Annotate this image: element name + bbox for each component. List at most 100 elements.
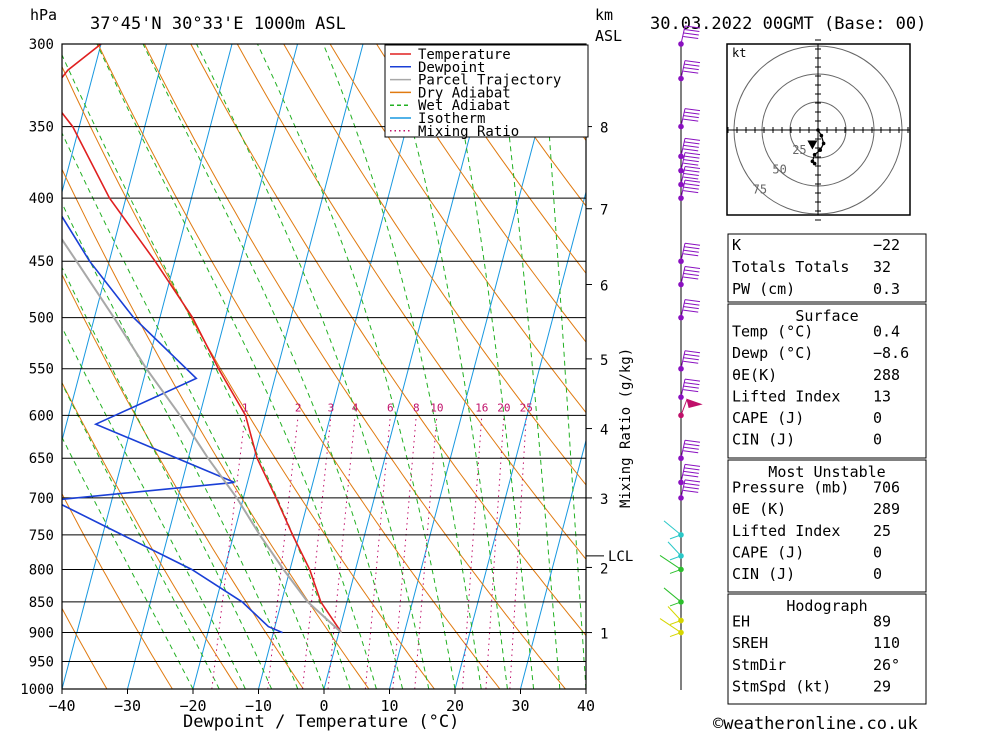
wet-adiabat-line bbox=[62, 266, 273, 689]
temperature-tick-label: 20 bbox=[446, 697, 464, 715]
stats-value: 110 bbox=[873, 634, 900, 652]
wind-barb bbox=[663, 520, 682, 540]
pressure-tick-label: 550 bbox=[29, 362, 54, 378]
wind-barb bbox=[667, 541, 682, 561]
stats-value: 26° bbox=[873, 656, 900, 674]
pressure-tick-label: 350 bbox=[29, 120, 54, 136]
mixing-ratio-tick-label: 10 bbox=[430, 401, 443, 414]
mixing-ratio-line bbox=[301, 415, 332, 689]
wet-adiabat-line bbox=[62, 382, 220, 689]
dewpoint-line bbox=[62, 215, 283, 634]
wind-dot bbox=[678, 455, 684, 462]
axes: 3003504004505005506006507007508008509009… bbox=[20, 37, 595, 715]
mixing-ratio-tick-label: 16 bbox=[475, 401, 488, 414]
stats-value: −8.6 bbox=[873, 344, 909, 362]
wind-barb bbox=[680, 242, 701, 262]
wind-dot bbox=[678, 495, 684, 501]
hodograph-ring-label: 75 bbox=[753, 182, 767, 196]
wind-barb bbox=[667, 606, 682, 625]
km-tick-label: 6 bbox=[600, 279, 608, 295]
mixing-ratio-axis-label: Mixing Ratio (g/kg) bbox=[618, 348, 634, 508]
stats-value: 0.4 bbox=[873, 323, 900, 341]
profile-series bbox=[62, 44, 343, 634]
wind-barb bbox=[680, 166, 701, 185]
wind-barb bbox=[680, 299, 701, 318]
wind-barb bbox=[680, 266, 701, 285]
mixing-ratio-line bbox=[267, 415, 299, 689]
pressure-tick-label: 700 bbox=[29, 491, 54, 507]
mixing-ratio-tick-label: 2 bbox=[295, 401, 302, 414]
mixing-ratio-lines bbox=[211, 415, 527, 689]
stats-label: θE (K) bbox=[732, 500, 786, 518]
hodograph-point bbox=[821, 141, 826, 146]
wind-barb bbox=[680, 350, 701, 369]
stats-section-title: Most Unstable bbox=[768, 463, 885, 481]
stats-value: 13 bbox=[873, 387, 891, 405]
stats-value: 0 bbox=[873, 565, 882, 583]
legend-item-label: Dewpoint bbox=[418, 60, 485, 76]
mixing-ratio-line bbox=[211, 415, 246, 689]
stats-section-title: Hodograph bbox=[786, 597, 867, 615]
wind-dot bbox=[678, 365, 684, 372]
legend-item-label: Temperature bbox=[418, 47, 511, 63]
isotherm-line bbox=[62, 44, 102, 194]
hodograph: kt 25 50 75 bbox=[726, 39, 911, 221]
pressure-tick-label: 450 bbox=[29, 254, 54, 270]
stats-value: −22 bbox=[873, 236, 900, 254]
stats-label: Lifted Index bbox=[732, 522, 840, 540]
wind-barb bbox=[680, 179, 701, 199]
wind-barb bbox=[680, 463, 701, 483]
stats-label: SREH bbox=[732, 634, 768, 652]
temperature-tick-label: −40 bbox=[48, 697, 75, 715]
stats-box bbox=[727, 593, 927, 705]
hodograph-point bbox=[812, 161, 817, 166]
dry-adiabat-line bbox=[422, 44, 586, 275]
legend-item-label: Isotherm bbox=[418, 111, 485, 127]
wet-adiabat-line bbox=[62, 436, 194, 689]
pressure-tick-label: 650 bbox=[29, 451, 54, 467]
isotherm-line bbox=[258, 44, 430, 689]
temperature-tick-label: −10 bbox=[245, 697, 272, 715]
legend-item-label: Dry Adiabat bbox=[418, 85, 511, 101]
pressure-tick-label: 950 bbox=[29, 655, 54, 671]
wet-adiabat-line bbox=[497, 44, 561, 689]
stats-value: 289 bbox=[873, 500, 900, 518]
plot-area bbox=[62, 44, 586, 689]
wet-adiabat-line bbox=[62, 53, 351, 689]
hodograph-unit: kt bbox=[732, 46, 746, 60]
stats-label: CAPE (J) bbox=[732, 409, 804, 427]
wind-dot bbox=[678, 258, 684, 265]
pressure-tick-label: 750 bbox=[29, 528, 54, 544]
hodograph-point bbox=[816, 128, 820, 132]
pressure-tick-label: 600 bbox=[29, 408, 54, 424]
pressure-tick-label: 1000 bbox=[20, 682, 54, 698]
pressure-tick-label: 400 bbox=[29, 191, 54, 207]
wet-adiabat-line bbox=[62, 326, 246, 689]
hpa-unit-label: hPa bbox=[30, 6, 57, 24]
stats-value: 89 bbox=[873, 613, 891, 631]
km-tick-label: 5 bbox=[600, 353, 608, 369]
wind-barb bbox=[663, 587, 682, 607]
pressure-tick-label: 850 bbox=[29, 595, 54, 611]
stats-label: Dewp (°C) bbox=[732, 344, 813, 362]
mixing-ratio-labels: 1 2 3 4 6 8 10 16 20 25 bbox=[242, 401, 533, 414]
stats-label: StmSpd (kt) bbox=[732, 677, 831, 695]
wet-adiabat-line bbox=[446, 44, 535, 689]
hodograph-point bbox=[819, 133, 824, 138]
mixing-ratio-tick-label: 4 bbox=[352, 401, 359, 414]
storm-motion-marker bbox=[807, 140, 818, 150]
temperature-tick-label: −30 bbox=[114, 697, 141, 715]
km-tick-label: 3 bbox=[600, 492, 608, 508]
wind-barb bbox=[659, 555, 682, 574]
temperature-tick-label: 10 bbox=[380, 697, 398, 715]
isotherm-line bbox=[520, 438, 586, 689]
mixing-ratio-tick-label: 25 bbox=[520, 401, 533, 414]
km-tick-label: 7 bbox=[600, 203, 608, 219]
mixing-ratio-tick-label: 1 bbox=[242, 401, 249, 414]
stats-value: 32 bbox=[873, 258, 891, 276]
hodograph-point bbox=[818, 148, 823, 152]
legend-item-label: Mixing Ratio bbox=[418, 124, 519, 140]
wind-barb bbox=[680, 137, 701, 157]
